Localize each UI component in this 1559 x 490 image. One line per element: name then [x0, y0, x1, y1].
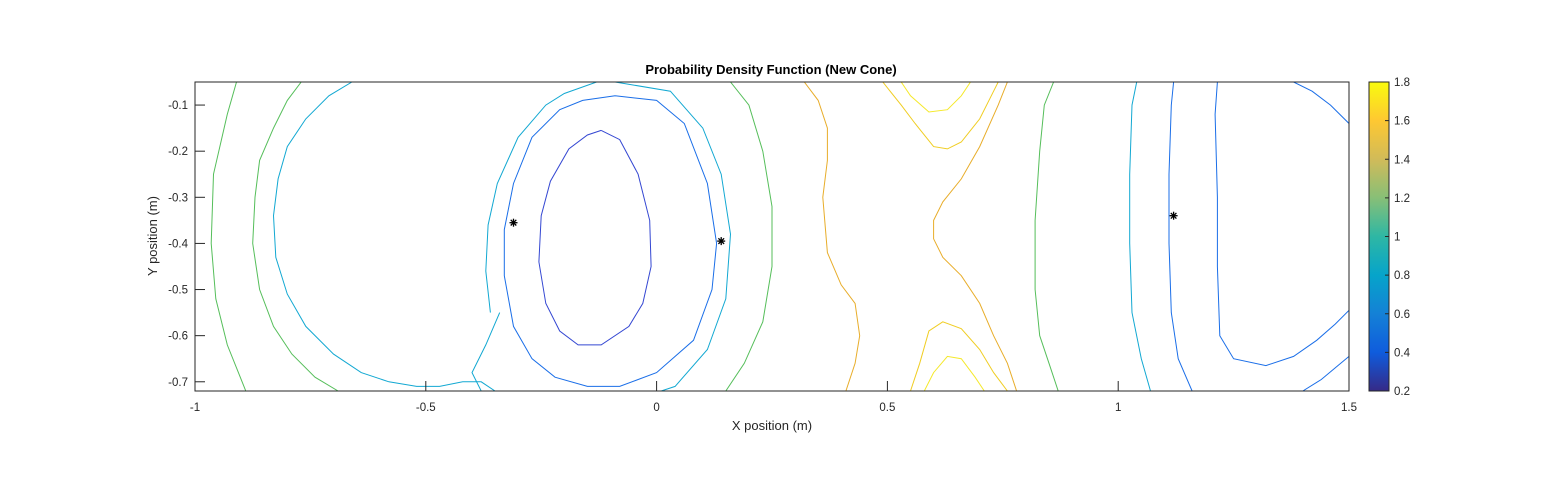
y-axis-label: Y position (m)	[145, 196, 160, 276]
plot-axes-box	[194, 81, 1350, 392]
x-tick-label: 1.5	[1341, 402, 1357, 414]
marker-star-2	[1169, 211, 1178, 220]
chart-title: Probability Density Function (New Cone)	[645, 62, 896, 77]
colorbar-tick-label: 0.4	[1394, 347, 1411, 359]
y-axis-ticks: -0.1 -0.2 -0.3 -0.4 -0.5 -0.6 -0.7	[168, 100, 205, 389]
y-tick-label: -0.2	[168, 146, 188, 158]
y-tick-label: -0.4	[168, 238, 188, 250]
contour-level-1_8-segment-1	[923, 355, 985, 391]
colorbar-tick-label: 1.2	[1394, 193, 1410, 205]
contour-level-0_8-segment-2	[471, 312, 501, 391]
y-tick-label: -0.3	[168, 192, 188, 204]
y-tick-label: -0.1	[168, 100, 188, 112]
marker-star-1	[717, 237, 726, 246]
y-tick-label: -0.5	[168, 285, 188, 297]
colorbar-tick-label: 0.2	[1394, 386, 1410, 398]
colorbar-tick-label: 1	[1394, 232, 1400, 244]
contour-level-1_6-segment-0	[882, 82, 999, 150]
x-tick-label: -1	[190, 402, 200, 414]
colorbar-ticks: 0.2 0.4 0.6 0.8 1 1.2 1.4 1.6 1.8	[1385, 77, 1411, 398]
contour-level-1_4-segment-0	[803, 82, 861, 391]
x-tick-label: 0.5	[879, 402, 895, 414]
contour-level-0_6-segment-0	[503, 95, 718, 387]
x-tick-label: -0.5	[416, 402, 436, 414]
contour-level-0_6-segment-3	[1293, 82, 1349, 124]
contour-level-0_8-segment-1	[615, 82, 732, 391]
contour-level-0_6-segment-1	[1168, 82, 1193, 391]
data-markers	[509, 211, 1178, 246]
contour-lines	[210, 82, 1349, 391]
contour-level-1_2-segment-0	[210, 82, 247, 391]
x-tick-label: 1	[1115, 402, 1121, 414]
contour-level-0_8-segment-4	[1129, 82, 1151, 391]
contour-level-1_2-segment-1	[252, 82, 339, 391]
y-tick-label: -0.7	[168, 377, 188, 389]
contour-level-1_4-segment-1	[933, 82, 1018, 391]
x-tick-label: 0	[653, 402, 659, 414]
colorbar-tick-label: 1.8	[1394, 77, 1410, 89]
x-axis-label: X position (m)	[732, 418, 812, 433]
y-tick-label: -0.6	[168, 331, 188, 343]
contour-level-1_2-segment-3	[1034, 82, 1059, 391]
contour-level-0_6-segment-2	[1214, 82, 1349, 367]
contour-level-1_6-segment-1	[910, 321, 1008, 391]
contour-level-1_2-segment-2	[725, 82, 773, 391]
colorbar-tick-label: 0.6	[1394, 309, 1410, 321]
contour-level-0_8-segment-3	[485, 82, 597, 313]
x-axis-ticks: -1 -0.5 0 0.5 1 1.5	[190, 381, 1357, 414]
colorbar-tick-label: 0.8	[1394, 270, 1410, 282]
contour-level-0_6-segment-4	[1302, 356, 1349, 391]
colorbar-tick-label: 1.6	[1394, 116, 1410, 128]
contour-level-0_8-segment-0	[272, 82, 496, 391]
contour-level-1_8-segment-0	[900, 82, 971, 113]
marker-star-0	[509, 218, 518, 227]
colorbar-tick-label: 1.4	[1394, 154, 1411, 166]
contour-level-0_4-segment-0	[538, 129, 652, 346]
